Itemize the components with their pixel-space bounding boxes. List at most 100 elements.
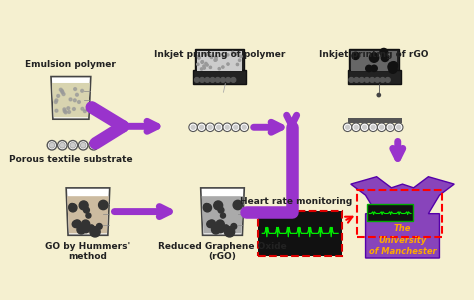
Circle shape bbox=[73, 88, 76, 91]
Text: Reduced Graphene Oxide
(rGO): Reduced Graphene Oxide (rGO) bbox=[158, 242, 287, 261]
Circle shape bbox=[231, 224, 237, 229]
Circle shape bbox=[216, 124, 221, 130]
Circle shape bbox=[366, 65, 372, 72]
Circle shape bbox=[203, 67, 205, 69]
Circle shape bbox=[89, 225, 94, 231]
Circle shape bbox=[61, 91, 64, 94]
Circle shape bbox=[231, 77, 236, 82]
Bar bbox=[357, 190, 442, 237]
Circle shape bbox=[214, 201, 223, 210]
Circle shape bbox=[369, 123, 377, 131]
Circle shape bbox=[227, 63, 229, 65]
Circle shape bbox=[73, 108, 75, 110]
Circle shape bbox=[206, 53, 208, 55]
Circle shape bbox=[215, 56, 217, 59]
Circle shape bbox=[62, 93, 65, 95]
Text: The
University
of Manchester: The University of Manchester bbox=[369, 224, 436, 256]
Circle shape bbox=[96, 224, 102, 229]
Circle shape bbox=[203, 204, 211, 212]
Circle shape bbox=[370, 77, 374, 82]
Circle shape bbox=[233, 124, 238, 130]
Circle shape bbox=[365, 77, 369, 82]
Text: Heart rate monitoring: Heart rate monitoring bbox=[240, 197, 353, 206]
Circle shape bbox=[99, 200, 108, 210]
FancyBboxPatch shape bbox=[193, 70, 246, 84]
Circle shape bbox=[203, 203, 210, 210]
Circle shape bbox=[345, 124, 350, 130]
Circle shape bbox=[390, 61, 398, 70]
Polygon shape bbox=[351, 177, 454, 258]
Circle shape bbox=[386, 123, 394, 131]
Polygon shape bbox=[67, 196, 109, 233]
Circle shape bbox=[81, 89, 83, 92]
Circle shape bbox=[222, 66, 224, 68]
Circle shape bbox=[216, 220, 224, 228]
Circle shape bbox=[225, 124, 230, 130]
Circle shape bbox=[362, 124, 367, 130]
Circle shape bbox=[64, 111, 67, 114]
Circle shape bbox=[215, 77, 220, 82]
Circle shape bbox=[81, 142, 86, 148]
Circle shape bbox=[377, 123, 386, 131]
Polygon shape bbox=[201, 188, 244, 235]
FancyBboxPatch shape bbox=[351, 51, 397, 70]
Circle shape bbox=[215, 56, 217, 58]
Circle shape bbox=[210, 77, 215, 82]
Circle shape bbox=[198, 56, 200, 59]
FancyBboxPatch shape bbox=[258, 211, 342, 256]
Circle shape bbox=[63, 108, 66, 111]
Circle shape bbox=[47, 140, 57, 150]
Circle shape bbox=[77, 225, 86, 234]
Circle shape bbox=[210, 56, 213, 58]
Circle shape bbox=[82, 220, 90, 228]
Circle shape bbox=[223, 225, 228, 231]
Circle shape bbox=[237, 63, 238, 66]
Circle shape bbox=[218, 207, 224, 213]
Circle shape bbox=[205, 62, 207, 65]
Circle shape bbox=[90, 227, 100, 237]
Circle shape bbox=[240, 55, 242, 58]
Circle shape bbox=[199, 124, 204, 130]
Circle shape bbox=[371, 124, 376, 130]
Circle shape bbox=[226, 77, 230, 82]
Circle shape bbox=[376, 93, 381, 98]
Circle shape bbox=[223, 123, 231, 131]
Circle shape bbox=[68, 140, 78, 150]
Circle shape bbox=[69, 98, 72, 101]
Circle shape bbox=[197, 63, 199, 65]
Circle shape bbox=[83, 110, 86, 112]
FancyBboxPatch shape bbox=[197, 51, 242, 70]
Circle shape bbox=[208, 124, 213, 130]
Circle shape bbox=[49, 142, 55, 148]
Circle shape bbox=[79, 140, 88, 150]
Circle shape bbox=[209, 66, 211, 68]
Circle shape bbox=[238, 59, 241, 61]
Circle shape bbox=[214, 123, 223, 131]
Circle shape bbox=[389, 65, 397, 73]
Circle shape bbox=[203, 65, 205, 67]
Circle shape bbox=[388, 63, 396, 71]
Circle shape bbox=[60, 142, 65, 148]
Circle shape bbox=[232, 51, 234, 54]
Circle shape bbox=[197, 123, 206, 131]
Circle shape bbox=[227, 54, 229, 56]
Circle shape bbox=[218, 68, 220, 70]
Circle shape bbox=[222, 56, 225, 58]
Circle shape bbox=[55, 101, 57, 104]
Polygon shape bbox=[201, 196, 243, 233]
Circle shape bbox=[69, 203, 75, 210]
Circle shape bbox=[379, 124, 384, 130]
Circle shape bbox=[83, 207, 90, 213]
Text: Porous textile substrate: Porous textile substrate bbox=[9, 155, 133, 164]
Circle shape bbox=[73, 99, 76, 102]
Circle shape bbox=[78, 100, 81, 103]
Circle shape bbox=[354, 77, 359, 82]
Circle shape bbox=[385, 77, 390, 82]
Circle shape bbox=[211, 225, 220, 234]
Circle shape bbox=[206, 64, 208, 66]
Circle shape bbox=[198, 57, 200, 59]
Circle shape bbox=[69, 204, 77, 212]
FancyBboxPatch shape bbox=[195, 49, 244, 73]
Circle shape bbox=[380, 48, 388, 56]
Circle shape bbox=[55, 109, 58, 112]
